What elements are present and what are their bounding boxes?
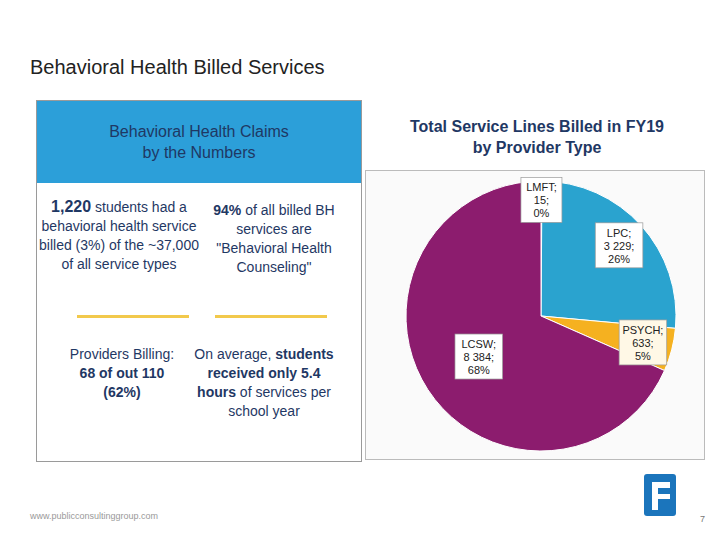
html-text:Behavioral Health Claims by th: Behavioral Health Claims by the Numbers: [109, 123, 289, 161]
html-text:www.publicconsultinggroup.com: www.publicconsultinggroup.com: [30, 511, 159, 521]
html-text:1,220 students had a behaviora: 1,220 students had a behavioral health s…: [39, 198, 199, 272]
html-text:On average, students received: On average, students received only 5.4 h…: [194, 346, 334, 419]
svg-text:LCSW;8 384;68%: LCSW;8 384;68%: [461, 338, 496, 376]
svg-text:PSYCH;633;5%: PSYCH;633;5%: [622, 324, 663, 362]
html-text:7: 7: [700, 514, 705, 524]
svg-text:LMFT;15;0%: LMFT;15;0%: [526, 181, 557, 219]
html-text:68 of out 110 (62%): 68 of out 110 (62%): [79, 365, 165, 400]
html-text:94% of all billed BH services: 94% of all billed BH services are "Behav…: [213, 202, 335, 275]
html-text:Behavioral Health Billed Servi: Behavioral Health Billed Services: [30, 56, 325, 78]
html-text:Providers Billing:: Providers Billing:: [69, 346, 175, 362]
svg-text:LPC;3 229;26%: LPC;3 229;26%: [604, 227, 635, 265]
html-text:Total Service Lines Billed in: Total Service Lines Billed in FY19 by Pr…: [410, 118, 664, 156]
